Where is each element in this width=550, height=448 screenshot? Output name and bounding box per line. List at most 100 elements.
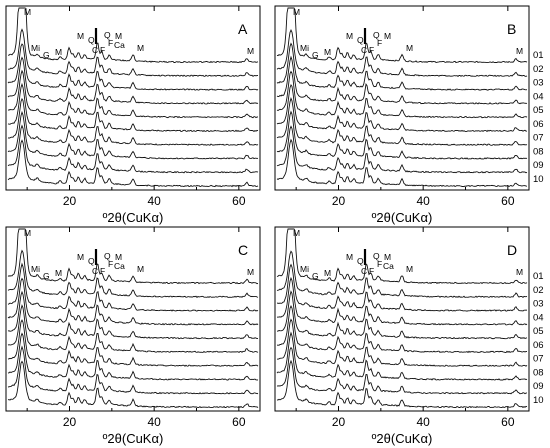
peak-label: M bbox=[384, 31, 391, 41]
xrd-pattern-7 bbox=[276, 97, 528, 146]
peak-label: M bbox=[346, 31, 353, 41]
peak-label: M bbox=[324, 47, 331, 57]
sample-label: 03 bbox=[533, 299, 544, 310]
peak-label: G bbox=[43, 271, 50, 281]
sample-label: 09 bbox=[533, 160, 544, 171]
xrd-pattern-2 bbox=[276, 28, 528, 77]
sample-label: 01 bbox=[533, 50, 544, 61]
peak-label: Q bbox=[88, 256, 95, 266]
peak-label: M bbox=[406, 264, 413, 274]
sample-label: 02 bbox=[533, 64, 544, 75]
sample-label: 04 bbox=[533, 312, 544, 323]
sample-label: 08 bbox=[533, 146, 544, 157]
x-tick-label: 20 bbox=[332, 415, 346, 429]
peak-label: M bbox=[77, 31, 84, 41]
peak-label: G bbox=[312, 50, 319, 60]
x-tick-label: 40 bbox=[416, 415, 430, 429]
peak-label: M bbox=[247, 46, 254, 56]
peak-label: M bbox=[516, 46, 523, 56]
peak-label: Mi bbox=[31, 264, 40, 274]
peak-label: M bbox=[24, 7, 31, 17]
plot-frame bbox=[274, 5, 530, 191]
peak-label: F bbox=[377, 38, 382, 48]
xrd-pattern-7 bbox=[7, 319, 259, 367]
peak-label: C bbox=[361, 266, 367, 276]
peak-label: Mi bbox=[31, 43, 40, 53]
peak-label: M bbox=[324, 268, 331, 278]
xrd-pattern-4 bbox=[7, 277, 259, 326]
xrd-pattern-5 bbox=[7, 69, 259, 119]
xrd-pattern-3 bbox=[7, 43, 259, 91]
xrd-pattern-4 bbox=[276, 55, 528, 105]
peak-label: Q bbox=[88, 35, 95, 45]
xrd-pattern-10 bbox=[7, 360, 259, 409]
peak-label: F bbox=[108, 38, 113, 48]
plot-frame bbox=[274, 226, 530, 412]
peak-label: M bbox=[137, 264, 144, 274]
xrd-pattern-2 bbox=[8, 28, 259, 77]
xrd-pattern-9 bbox=[7, 345, 259, 395]
sample-label: 10 bbox=[533, 395, 544, 406]
peak-label: M bbox=[55, 268, 62, 278]
x-tick-label: 20 bbox=[332, 194, 346, 208]
xrd-pattern-6 bbox=[276, 305, 528, 354]
peak-label: M bbox=[384, 252, 391, 262]
xrd-pattern-8 bbox=[276, 110, 528, 160]
x-tick-label: 60 bbox=[501, 415, 515, 429]
peak-label: Q bbox=[104, 30, 111, 40]
xrd-pattern-10 bbox=[276, 359, 528, 409]
x-axis-label: º2θ(CuKα) bbox=[372, 210, 433, 225]
xrd-pattern-10 bbox=[7, 139, 259, 188]
x-tick-label: 20 bbox=[63, 194, 77, 208]
xrd-pattern-1 bbox=[276, 7, 528, 64]
peak-label: F bbox=[369, 45, 374, 55]
peak-label: C bbox=[92, 45, 98, 55]
peak-label: Ca bbox=[114, 40, 125, 50]
xrd-pattern-3 bbox=[276, 42, 528, 91]
plot-frame bbox=[5, 5, 261, 191]
peak-label: M bbox=[24, 228, 31, 238]
peak-label: F bbox=[100, 45, 105, 55]
peak-label: M bbox=[115, 31, 122, 41]
peak-label: C bbox=[361, 45, 367, 55]
peak-label: M bbox=[137, 43, 144, 53]
xrd-pattern-9 bbox=[7, 124, 259, 174]
plot-frame bbox=[5, 226, 261, 412]
sample-label: 01 bbox=[533, 271, 544, 282]
xrd-pattern-10 bbox=[276, 138, 528, 188]
peak-label: Q bbox=[104, 251, 111, 261]
xrd-pattern-7 bbox=[276, 318, 528, 367]
xrd-pattern-5 bbox=[7, 290, 259, 340]
xrd-pattern-3 bbox=[276, 263, 528, 312]
peak-label: M bbox=[115, 252, 122, 262]
xrd-pattern-9 bbox=[276, 346, 528, 395]
sample-label: 05 bbox=[533, 326, 544, 337]
xrd-pattern-1 bbox=[8, 7, 259, 64]
xrd-pattern-5 bbox=[276, 290, 528, 340]
panel-letter: C bbox=[238, 242, 248, 258]
sample-label: 05 bbox=[533, 105, 544, 116]
x-axis-label: º2θ(CuKα) bbox=[372, 431, 433, 446]
sample-label: 04 bbox=[533, 91, 544, 102]
peak-label: M bbox=[293, 7, 300, 17]
sample-label: 02 bbox=[533, 285, 544, 296]
xrd-pattern-2 bbox=[7, 249, 259, 299]
peak-label: F bbox=[377, 259, 382, 269]
peak-label: Mi bbox=[300, 264, 309, 274]
xrd-pattern-7 bbox=[7, 97, 259, 146]
xrd-pattern-6 bbox=[276, 84, 528, 133]
xrd-pattern-9 bbox=[276, 125, 528, 174]
peak-label: C bbox=[92, 266, 98, 276]
panel-letter: B bbox=[507, 21, 516, 37]
x-tick-label: 40 bbox=[147, 415, 161, 429]
xrd-pattern-3 bbox=[7, 262, 259, 312]
peak-label: G bbox=[312, 271, 319, 281]
sample-label: 07 bbox=[533, 354, 544, 365]
x-tick-label: 60 bbox=[232, 194, 246, 208]
peak-label: M bbox=[293, 228, 300, 238]
xrd-pattern-8 bbox=[276, 331, 528, 381]
peak-label: Q bbox=[357, 35, 364, 45]
